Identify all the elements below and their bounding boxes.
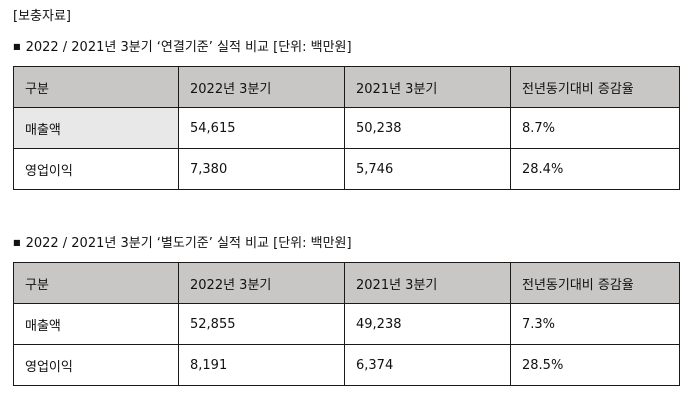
header-category: 구분	[13, 262, 179, 304]
separate-results-table: 구분 2022년 3분기 2021년 3분기 전년동기대비 증감율 매출액 52…	[13, 262, 680, 386]
row-label-revenue: 매출액	[13, 107, 179, 149]
header-yoy-change: 전년동기대비 증감율	[510, 66, 680, 108]
separate-heading-text: 2022 / 2021년 3분기 ‘별도기준’ 실적 비교 [단위: 백만원]	[25, 236, 352, 251]
cell-2021-q3: 5,746	[344, 148, 511, 190]
consolidated-heading-text: 2022 / 2021년 3분기 ‘연결기준’ 실적 비교 [단위: 백만원]	[25, 40, 352, 55]
cell-2021-q3: 6,374	[344, 344, 511, 386]
cell-2022-q3: 52,855	[178, 303, 345, 345]
table-row: 영업이익 8,191 6,374 28.5%	[13, 344, 680, 386]
consolidated-results-table: 구분 2022년 3분기 2021년 3분기 전년동기대비 증감율 매출액 54…	[13, 66, 680, 190]
table-header-row: 구분 2022년 3분기 2021년 3분기 전년동기대비 증감율	[13, 66, 680, 108]
table-header-row: 구분 2022년 3분기 2021년 3분기 전년동기대비 증감율	[13, 262, 680, 304]
row-label-revenue: 매출액	[13, 303, 179, 345]
consolidated-section-heading: ■ 2022 / 2021년 3분기 ‘연결기준’ 실적 비교 [단위: 백만원]	[13, 39, 352, 56]
bullet-icon: ■	[13, 238, 21, 247]
header-2022-q3: 2022년 3분기	[178, 66, 345, 108]
header-2022-q3: 2022년 3분기	[178, 262, 345, 304]
header-yoy-change: 전년동기대비 증감율	[510, 262, 680, 304]
cell-2021-q3: 50,238	[344, 107, 511, 149]
bullet-icon: ■	[13, 42, 21, 51]
row-label-operating-profit: 영업이익	[13, 148, 179, 190]
header-2021-q3: 2021년 3분기	[344, 66, 511, 108]
table-row: 매출액 54,615 50,238 8.7%	[13, 107, 680, 149]
table-row: 영업이익 7,380 5,746 28.4%	[13, 148, 680, 190]
cell-yoy-change: 28.5%	[510, 344, 680, 386]
supplement-label: [보충자료]	[13, 9, 71, 24]
header-2021-q3: 2021년 3분기	[344, 262, 511, 304]
table-row: 매출액 52,855 49,238 7.3%	[13, 303, 680, 345]
cell-yoy-change: 7.3%	[510, 303, 680, 345]
cell-2022-q3: 7,380	[178, 148, 345, 190]
cell-yoy-change: 8.7%	[510, 107, 680, 149]
row-label-operating-profit: 영업이익	[13, 344, 179, 386]
cell-yoy-change: 28.4%	[510, 148, 680, 190]
cell-2022-q3: 8,191	[178, 344, 345, 386]
header-category: 구분	[13, 66, 179, 108]
separate-section-heading: ■ 2022 / 2021년 3분기 ‘별도기준’ 실적 비교 [단위: 백만원]	[13, 235, 352, 252]
cell-2021-q3: 49,238	[344, 303, 511, 345]
cell-2022-q3: 54,615	[178, 107, 345, 149]
